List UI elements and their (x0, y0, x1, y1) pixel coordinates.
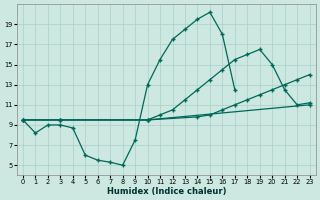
X-axis label: Humidex (Indice chaleur): Humidex (Indice chaleur) (107, 187, 226, 196)
